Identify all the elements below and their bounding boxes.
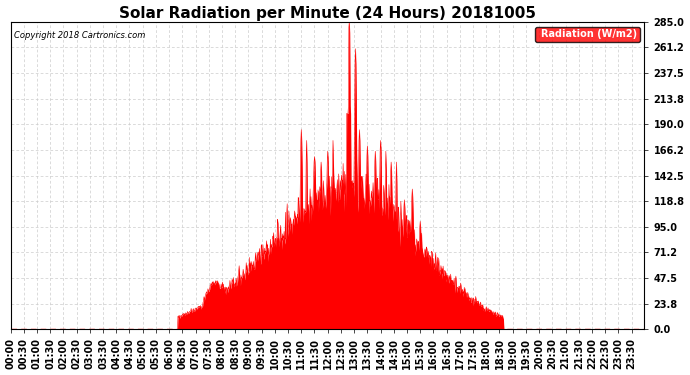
Text: Copyright 2018 Cartronics.com: Copyright 2018 Cartronics.com <box>14 31 145 40</box>
Legend: Radiation (W/m2): Radiation (W/m2) <box>535 27 640 42</box>
Title: Solar Radiation per Minute (24 Hours) 20181005: Solar Radiation per Minute (24 Hours) 20… <box>119 6 536 21</box>
